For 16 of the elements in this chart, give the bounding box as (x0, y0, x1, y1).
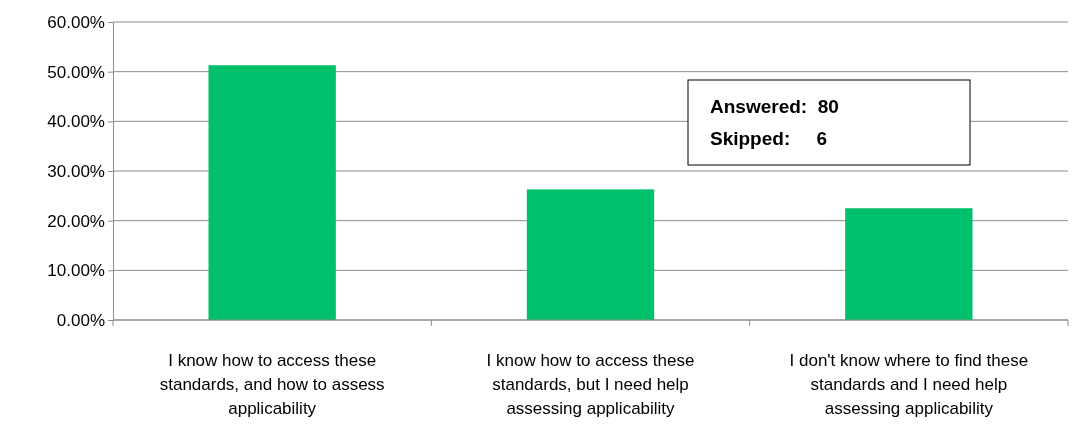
bar (845, 208, 973, 320)
bar (526, 189, 655, 320)
y-tick-label: 20.00% (47, 211, 105, 231)
y-tick-label: 60.00% (47, 12, 105, 32)
y-tick-label: 50.00% (47, 62, 105, 82)
y-tick-label: 40.00% (47, 112, 105, 132)
annotation: Skipped: 6 (710, 128, 828, 149)
x-tick-label: I know how to access these standards, but I need help assessing applicability (486, 351, 695, 418)
y-tick-label: 30.00% (47, 161, 105, 181)
x-tick-label: I know how to access these standards, and how to assess applicability (159, 351, 385, 418)
y-tick-label: 10.00% (47, 261, 105, 281)
bar (208, 65, 336, 320)
y-tick-label: 0.00% (56, 310, 105, 330)
x-tick-label: I don't know where to find these standards and I need help assessing applicability (789, 351, 1029, 418)
note-box: Answered: 80 Skipped: 6 (687, 79, 971, 166)
annotation: Answered: 80 (710, 96, 839, 117)
